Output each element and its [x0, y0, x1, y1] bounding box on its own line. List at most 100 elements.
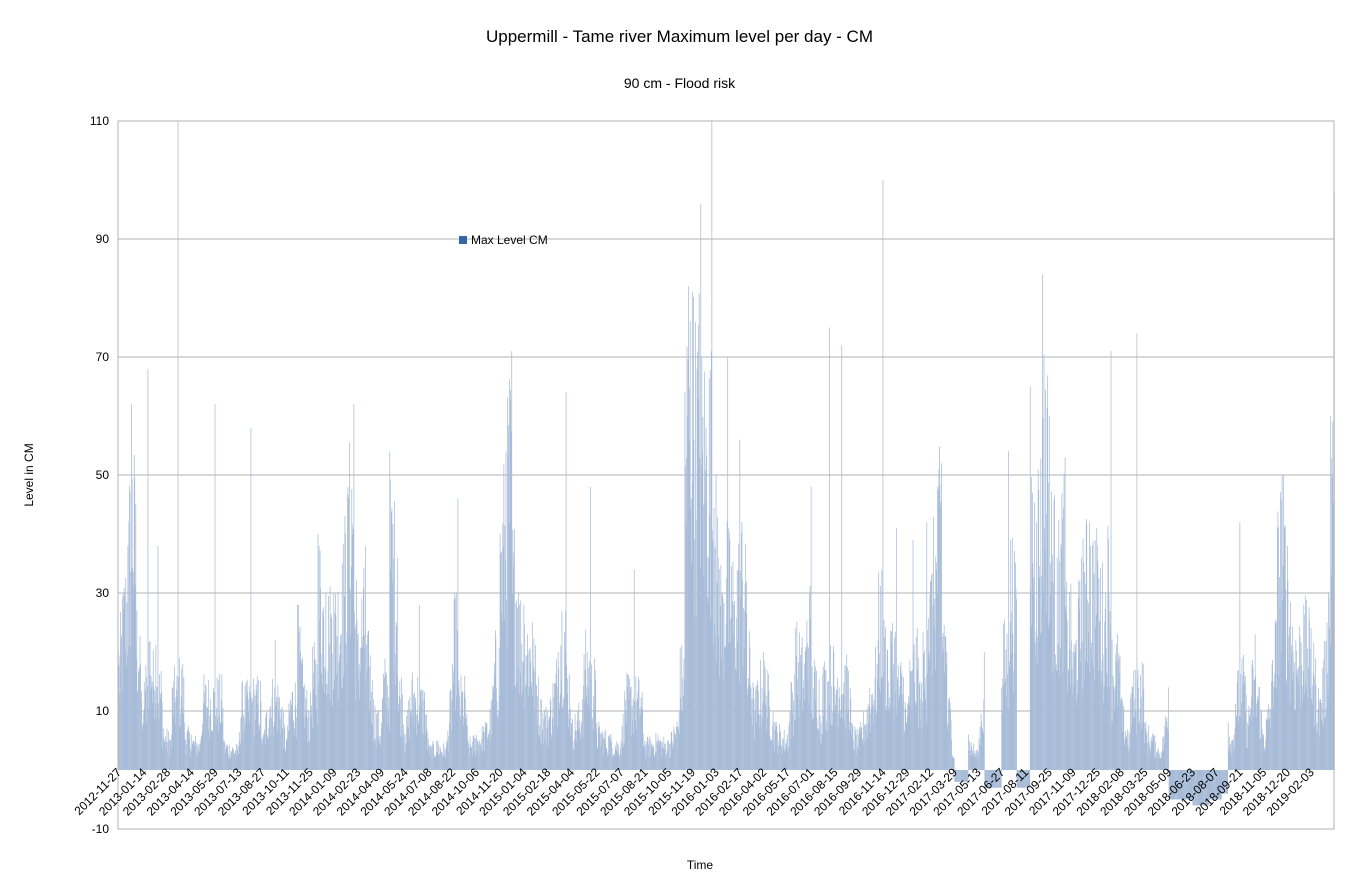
bar: [1288, 661, 1289, 770]
bar: [1134, 669, 1136, 770]
bar: [1045, 389, 1046, 770]
bar: [338, 662, 340, 770]
bar: [154, 690, 156, 770]
bar: [603, 737, 604, 770]
bar: [1026, 770, 1028, 788]
bar: [387, 685, 389, 770]
bar: [980, 714, 982, 770]
bar: [1300, 707, 1301, 770]
bar: [923, 689, 925, 770]
bar: [607, 736, 609, 770]
bar: [1246, 722, 1248, 770]
bar: [1326, 708, 1327, 770]
bar: [235, 750, 236, 770]
bar: [1176, 770, 1178, 800]
bar: [220, 722, 222, 770]
bar: [906, 722, 908, 770]
y-tick-label: 110: [90, 114, 109, 128]
bar: [857, 749, 859, 770]
bar: [1024, 770, 1025, 788]
bar: [1212, 770, 1213, 800]
bar: [129, 485, 130, 770]
bar: [348, 497, 349, 770]
bar: [451, 699, 453, 770]
bar: [209, 698, 211, 770]
bar: [889, 711, 891, 770]
bar: [654, 757, 656, 770]
bar: [1107, 525, 1109, 770]
bar: [794, 628, 796, 770]
bar: [222, 707, 224, 770]
bar: [840, 710, 842, 770]
bar: [653, 745, 655, 770]
bar: [1326, 622, 1328, 770]
bar: [285, 752, 287, 770]
bar: [437, 740, 439, 770]
bar: [304, 684, 306, 770]
bar: [699, 458, 701, 770]
bar: [500, 553, 502, 770]
bar: [1063, 507, 1064, 770]
bar: [537, 696, 538, 770]
bar: [664, 748, 666, 770]
bar: [242, 739, 244, 770]
bar: [278, 696, 280, 770]
bar: [890, 705, 892, 770]
bar: [778, 746, 779, 770]
bar: [697, 398, 699, 770]
bar: [539, 725, 541, 770]
bar: [446, 742, 448, 770]
bar: [974, 750, 976, 770]
bar: [614, 745, 616, 770]
bar: [317, 723, 318, 770]
bar: [229, 758, 231, 770]
bar: [1063, 473, 1065, 770]
bar: [124, 595, 126, 770]
bar: [927, 673, 929, 770]
bar: [458, 686, 459, 770]
bar: [307, 717, 308, 770]
bar: [491, 699, 493, 770]
bar: [623, 746, 625, 770]
bar: [873, 725, 874, 770]
bar: [289, 717, 291, 770]
bar: [350, 566, 352, 770]
bar: [822, 666, 824, 770]
bar: [789, 710, 791, 770]
bar: [538, 735, 540, 770]
bar: [1149, 744, 1150, 770]
bar: [374, 739, 375, 770]
bar: [1204, 770, 1205, 806]
bar: [873, 699, 875, 770]
bar: [218, 715, 220, 770]
bar: [441, 752, 443, 770]
bar: [536, 685, 537, 770]
bar: [987, 770, 988, 788]
bar: [1250, 708, 1251, 770]
bar: [1020, 770, 1022, 788]
bar: [931, 574, 932, 770]
bar: [707, 597, 709, 770]
bar: [630, 686, 632, 770]
bar: [1005, 678, 1006, 770]
bar: [157, 545, 159, 770]
bar: [393, 558, 394, 770]
bar: [986, 770, 987, 788]
bar: [936, 486, 938, 770]
bar: [1237, 671, 1239, 770]
bar: [328, 595, 329, 770]
bar: [173, 666, 175, 770]
bar: [415, 697, 417, 770]
bar: [144, 690, 146, 770]
bar: [628, 675, 629, 770]
bar: [416, 714, 418, 770]
bar: [825, 669, 827, 770]
bar: [1133, 698, 1135, 770]
bar: [128, 521, 130, 770]
bar: [1066, 620, 1068, 770]
bar: [181, 708, 183, 770]
bar: [1093, 667, 1094, 770]
bar: [966, 770, 968, 782]
bar: [524, 709, 526, 770]
bar: [1288, 636, 1290, 770]
